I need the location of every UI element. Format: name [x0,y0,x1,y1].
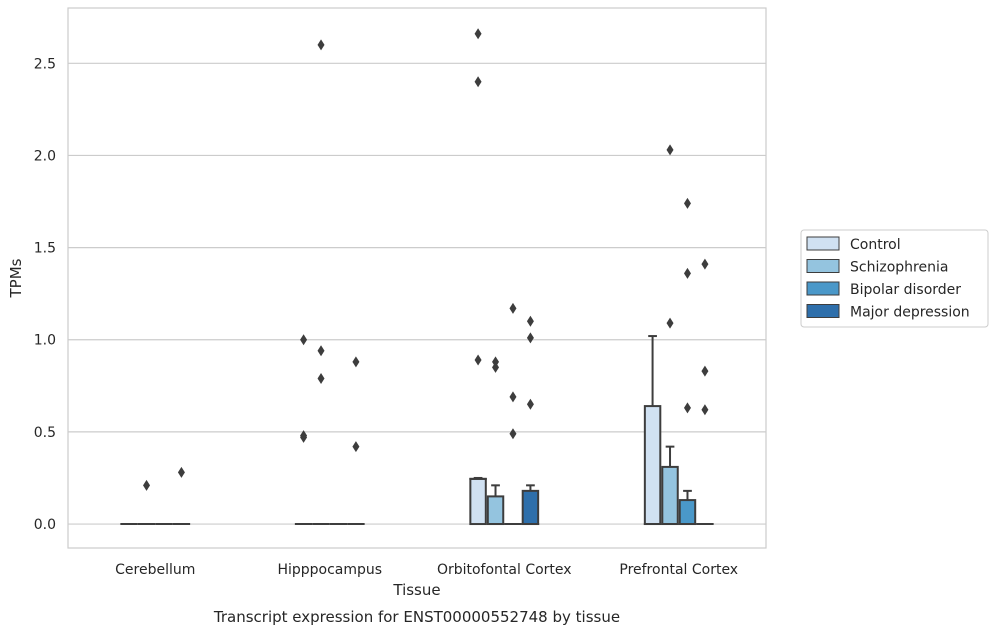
outlier-point [143,479,151,491]
outlier-point [526,332,534,344]
box-body [486,495,505,526]
outlier-point [701,404,709,416]
legend-swatch [806,259,840,273]
outlier-point [492,361,500,373]
outlier-point [352,356,360,368]
box-body [469,477,487,526]
x-tick-label: Hipppocampus [277,562,382,578]
x-tick-label: Orbitofontal Cortex [437,562,572,578]
box-bipolar-disorder [678,489,697,526]
outlier-point [509,428,517,440]
outlier-point [509,302,517,314]
outlier-point [526,398,534,410]
outlier-point [317,372,325,384]
box-schizophrenia [661,445,679,526]
outlier-point [683,402,691,414]
y-tick-label: 2.5 [34,56,56,72]
legend-swatch [806,281,840,296]
legend-swatch [806,236,840,251]
outlier-point [683,197,691,209]
x-tick-label: Prefrontal Cortex [619,562,738,578]
legend-entry: Schizophrenia [850,260,948,276]
outlier-point [177,466,185,478]
outlier-point [509,391,517,403]
plot-area-frame [67,7,767,549]
x-axis-label: Tissue [392,581,440,599]
outlier-point [526,315,534,327]
y-tick-labels: 0.0 0.5 1.0 1.5 2.0 2.5 [34,56,56,533]
y-axis-label: TPMs [7,258,25,298]
legend-swatch [806,304,840,318]
outlier-point [474,76,482,88]
outlier-points [143,28,709,491]
outlier-point [666,144,674,156]
y-tick-label: 2.0 [34,148,56,164]
box-control [469,476,487,526]
x-tick-label: Cerebellum [115,562,195,578]
y-tick-label: 0.0 [34,517,56,533]
outlier-point [683,267,691,279]
outlier-point [300,334,308,346]
y-tick-label: 1.5 [34,241,56,257]
outlier-point [492,356,500,368]
outlier-point [474,354,482,366]
outlier-point [317,345,325,357]
legend-frame [800,229,989,328]
outlier-point [300,431,308,443]
box-body [643,405,662,526]
box-major-depression [521,484,540,526]
outlier-point [666,317,674,329]
legend: Control Schizophrenia Bipolar disorder Majo… [800,229,989,328]
chart-caption: Transcript expression for ENST0000055274… [213,608,620,626]
box-control [643,335,662,526]
box-series [120,335,714,526]
gridlines [68,62,766,525]
box-body [678,499,697,526]
y-tick-label: 1.0 [34,333,56,349]
x-tick-labels: Cerebellum Hipppocampus Orbitofontal Corte… [115,562,738,578]
box-body [521,489,540,526]
y-tick-label: 0.5 [34,425,56,441]
outlier-point [317,39,325,51]
legend-entry: Bipolar disorder [850,282,961,298]
box-body [661,465,679,526]
outlier-point [701,258,709,270]
outlier-point [352,441,360,453]
box-schizophrenia [486,484,505,526]
legend-entry: Major depression [850,305,970,321]
outlier-point [701,365,709,377]
legend-entry: Control [850,237,901,253]
outlier-point [474,28,482,40]
